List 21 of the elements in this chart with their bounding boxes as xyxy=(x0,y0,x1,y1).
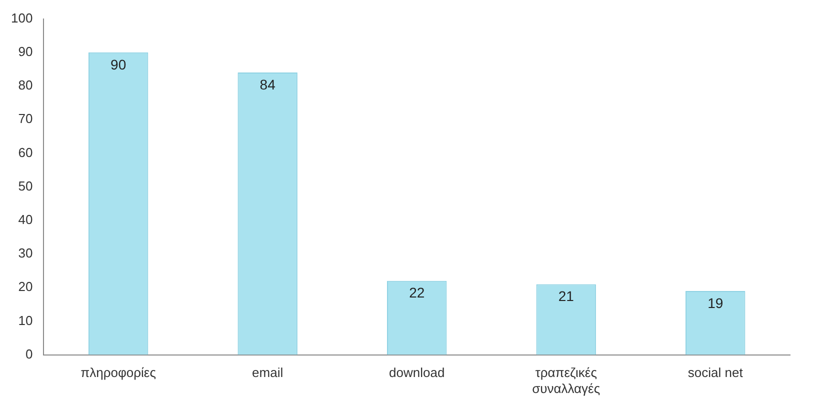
y-tick-label: 70 xyxy=(18,111,33,126)
y-tick-label: 80 xyxy=(18,78,33,93)
y-tick-label: 100 xyxy=(10,10,33,26)
x-tick-label: πληροφορίες xyxy=(80,365,156,380)
data-label: 21 xyxy=(558,288,574,304)
x-tick-label: download xyxy=(389,365,445,380)
y-tick-label: 20 xyxy=(18,279,33,294)
y-tick-label: 50 xyxy=(18,178,33,194)
y-tick-label: 0 xyxy=(25,346,33,362)
y-tick-label: 10 xyxy=(18,312,33,328)
x-tick-label: τραπεζικές συναλλαγές xyxy=(532,365,600,396)
y-tick-label: 40 xyxy=(18,212,33,227)
data-label: 90 xyxy=(110,56,126,72)
y-tick-label: 60 xyxy=(18,144,33,160)
data-label: 84 xyxy=(260,76,276,92)
data-label: 19 xyxy=(708,294,724,311)
data-label: 22 xyxy=(409,284,425,301)
y-tick-label: 90 xyxy=(18,44,33,59)
x-tick-label: email xyxy=(252,365,284,380)
x-tick-label: social net xyxy=(688,365,744,380)
y-tick-label: 30 xyxy=(18,246,33,261)
